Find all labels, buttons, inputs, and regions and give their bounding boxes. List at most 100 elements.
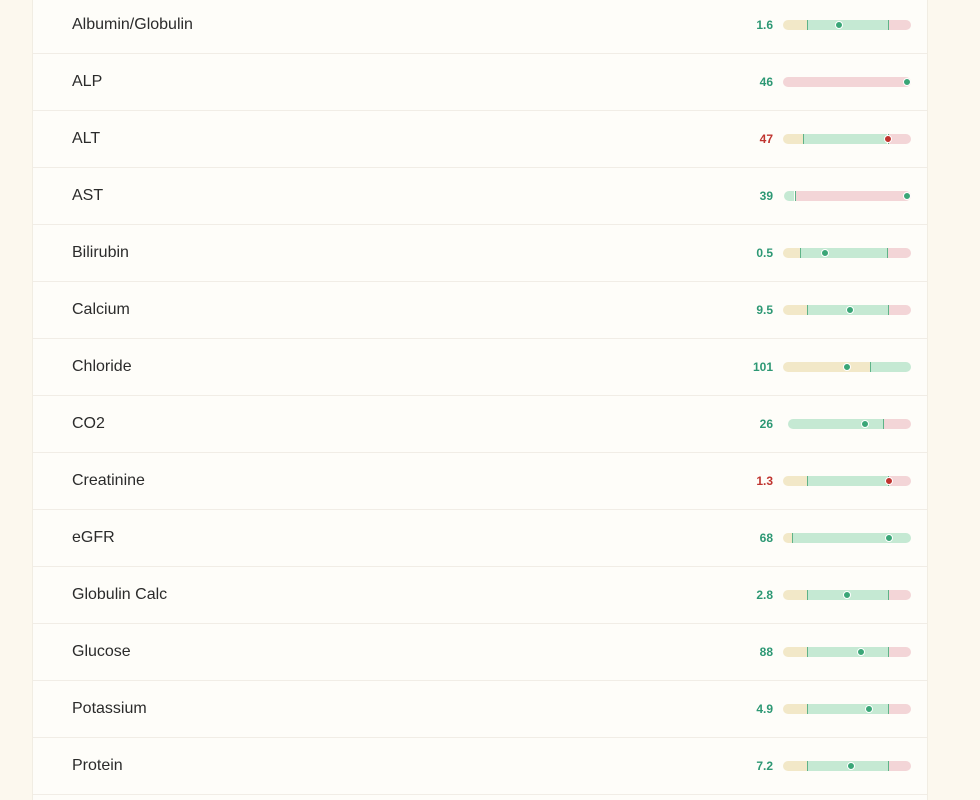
range-zone-normal bbox=[788, 419, 883, 429]
lab-value: 1.6 bbox=[756, 18, 773, 32]
lab-result-row[interactable]: Bilirubin 0.5 bbox=[33, 225, 927, 282]
value-marker bbox=[865, 705, 873, 713]
range-zone-high bbox=[888, 590, 911, 600]
range-bar bbox=[783, 533, 911, 543]
range-zone-low bbox=[783, 362, 870, 372]
range-zone-high bbox=[888, 704, 911, 714]
range-zone-normal bbox=[807, 20, 888, 30]
range-zone-normal bbox=[792, 533, 911, 543]
lab-name: Creatinine bbox=[72, 472, 145, 489]
lab-value: 4.9 bbox=[756, 702, 773, 716]
range-zone-low bbox=[783, 476, 807, 486]
value-marker bbox=[847, 762, 855, 770]
lab-value: 39 bbox=[759, 189, 773, 203]
range-boundary-tick bbox=[807, 590, 808, 600]
lab-value: 101 bbox=[752, 360, 773, 374]
range-boundary-tick bbox=[807, 20, 808, 30]
range-zone-high bbox=[888, 134, 911, 144]
range-bar bbox=[783, 191, 911, 201]
range-bar bbox=[783, 77, 911, 87]
range-bar bbox=[783, 761, 911, 771]
range-boundary-tick bbox=[887, 248, 888, 258]
range-bar bbox=[783, 134, 911, 144]
range-bar bbox=[783, 362, 911, 372]
lab-result-row[interactable]: CO2 26 bbox=[33, 396, 927, 453]
lab-result-row[interactable]: Calcium 9.5 bbox=[33, 282, 927, 339]
range-boundary-tick bbox=[807, 647, 808, 657]
range-boundary-tick bbox=[888, 647, 889, 657]
range-zone-low bbox=[783, 20, 807, 30]
range-zone-normal bbox=[784, 191, 794, 201]
lab-value: 46 bbox=[759, 75, 773, 89]
lab-value: 7.2 bbox=[756, 759, 773, 773]
lab-name: AST bbox=[72, 187, 104, 204]
lab-name: Protein bbox=[72, 757, 123, 774]
lab-result-row[interactable]: Albumin/Globulin 1.6 bbox=[33, 0, 927, 54]
value-marker bbox=[885, 534, 893, 542]
range-zone-normal bbox=[807, 647, 888, 657]
lab-name: Calcium bbox=[72, 301, 130, 318]
range-boundary-tick bbox=[870, 362, 871, 372]
range-boundary-tick bbox=[888, 305, 889, 315]
range-zone-low bbox=[783, 134, 803, 144]
range-zone-low bbox=[783, 704, 807, 714]
value-marker bbox=[903, 78, 911, 86]
lab-name: ALT bbox=[72, 130, 101, 147]
lab-result-row[interactable]: Potassium 4.9 bbox=[33, 681, 927, 738]
range-zone-normal bbox=[870, 362, 911, 372]
value-marker bbox=[821, 249, 829, 257]
range-boundary-tick bbox=[888, 20, 889, 30]
range-zone-high bbox=[888, 20, 911, 30]
value-marker bbox=[846, 306, 854, 314]
lab-value: 2.8 bbox=[756, 588, 773, 602]
lab-value: 47 bbox=[759, 132, 773, 146]
lab-result-row[interactable]: Protein 7.2 bbox=[33, 738, 927, 795]
range-bar bbox=[783, 590, 911, 600]
lab-value: 26 bbox=[759, 417, 773, 431]
lab-name: CO2 bbox=[72, 415, 105, 432]
value-marker bbox=[885, 477, 893, 485]
range-zone-normal bbox=[807, 476, 888, 486]
range-zone-low bbox=[783, 248, 800, 258]
range-boundary-tick bbox=[792, 533, 793, 543]
range-boundary-tick bbox=[883, 419, 884, 429]
range-zone-high bbox=[883, 419, 911, 429]
lab-result-row[interactable]: Globulin Calc 2.8 bbox=[33, 567, 927, 624]
lab-result-row[interactable]: Chloride 101 bbox=[33, 339, 927, 396]
lab-result-row[interactable]: ALP 46 bbox=[33, 54, 927, 111]
range-zone-low bbox=[783, 533, 792, 543]
lab-value: 68 bbox=[759, 531, 773, 545]
value-marker bbox=[884, 135, 892, 143]
lab-result-row[interactable]: ALT 47 bbox=[33, 111, 927, 168]
value-marker bbox=[903, 192, 911, 200]
lab-name: Bilirubin bbox=[72, 244, 129, 261]
range-zone-normal bbox=[807, 704, 888, 714]
lab-value: 0.5 bbox=[756, 246, 773, 260]
lab-result-row[interactable]: eGFR 68 bbox=[33, 510, 927, 567]
range-bar bbox=[783, 704, 911, 714]
lab-result-row[interactable]: Creatinine 1.3 bbox=[33, 453, 927, 510]
range-zone-low bbox=[783, 647, 807, 657]
range-boundary-tick bbox=[888, 704, 889, 714]
lab-value: 1.3 bbox=[756, 474, 773, 488]
range-zone-high bbox=[888, 647, 911, 657]
range-boundary-tick bbox=[803, 134, 804, 144]
range-zone-normal bbox=[800, 248, 887, 258]
lab-value: 88 bbox=[759, 645, 773, 659]
lab-name: ALP bbox=[72, 73, 103, 90]
range-zone-normal bbox=[803, 134, 887, 144]
lab-name: Albumin/Globulin bbox=[72, 16, 193, 33]
lab-result-row[interactable]: Glucose 88 bbox=[33, 624, 927, 681]
range-boundary-tick bbox=[807, 305, 808, 315]
lab-results-panel: Albumin/Globulin 1.6 ALP 46 ALT 47 AST 39 Biliru… bbox=[32, 0, 928, 800]
lab-name: Chloride bbox=[72, 358, 132, 375]
lab-name: Potassium bbox=[72, 700, 147, 717]
range-zone-low bbox=[783, 590, 807, 600]
range-zone-high bbox=[783, 77, 911, 87]
lab-result-row[interactable]: AST 39 bbox=[33, 168, 927, 225]
value-marker bbox=[843, 363, 851, 371]
range-bar bbox=[783, 476, 911, 486]
range-bar bbox=[783, 248, 911, 258]
range-zone-high bbox=[888, 761, 911, 771]
value-marker bbox=[835, 21, 843, 29]
